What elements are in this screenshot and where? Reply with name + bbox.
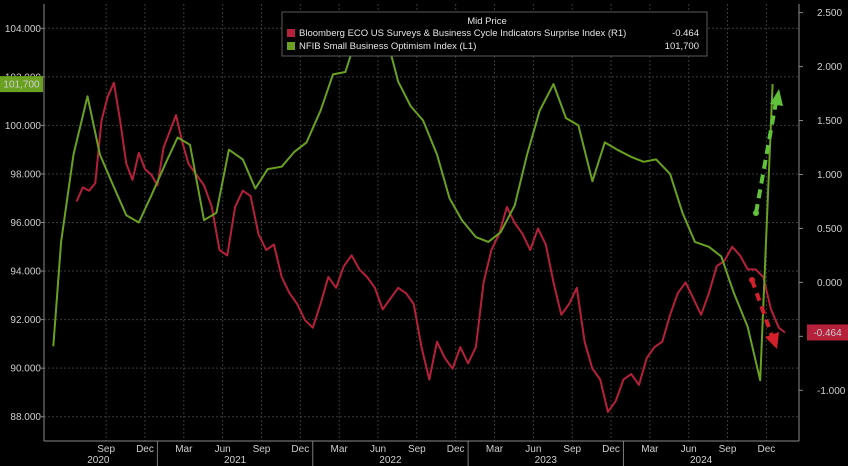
- x-tick-label-month: Jun: [370, 444, 386, 455]
- right-tick-label: 0.000: [817, 278, 842, 289]
- x-tick-label-month: Dec: [602, 444, 620, 455]
- left-tick-label: 92.000: [10, 315, 41, 326]
- left-tick-label: 104.000: [5, 24, 42, 35]
- left-tick-label: 88.000: [10, 412, 41, 423]
- left-tick-label: 90.000: [10, 364, 41, 375]
- right-tick-label: 1.500: [817, 116, 842, 127]
- legend-box: [281, 11, 708, 57]
- x-tick-label-month: Mar: [331, 444, 349, 455]
- x-tick-label-year: 2021: [224, 455, 247, 466]
- left-tick-label: 96.000: [10, 218, 41, 229]
- x-tick-label-month: Sep: [97, 444, 115, 455]
- nfib-last-value-badge: [0, 76, 43, 93]
- surprise-last-value-label: -0.464: [813, 328, 842, 339]
- right-tick-label: 2.500: [817, 8, 842, 19]
- x-tick-label-month: Sep: [719, 444, 737, 455]
- legend-entry-label: NFIB Small Business Optimism Index (L1): [299, 41, 476, 52]
- down-arrow-shaft: [750, 279, 774, 337]
- surprise-last-value-badge: [807, 324, 848, 341]
- down-arrow-tail: [749, 277, 755, 283]
- left-tick-label: 94.000: [10, 267, 41, 278]
- x-tick-label-year: 2023: [535, 455, 558, 466]
- series-line-surprise-index: [75, 81, 786, 413]
- x-tick-label-month: Jun: [681, 444, 697, 455]
- nfib-last-value-label: 101,700: [3, 80, 40, 91]
- legend-swatch: [287, 29, 295, 37]
- x-tick-label-month: Dec: [136, 444, 154, 455]
- right-tick-label: 2.000: [817, 62, 842, 73]
- x-tick-label-month: Mar: [175, 444, 193, 455]
- x-tick-label-month: Jun: [525, 444, 541, 455]
- x-tick-label-month: Mar: [641, 444, 659, 455]
- x-tick-label-month: Dec: [291, 444, 309, 455]
- legend-entry-value: 101,700: [665, 41, 699, 52]
- x-tick-label-year: 2020: [87, 455, 110, 466]
- x-tick-label-year: 2022: [379, 455, 402, 466]
- left-tick-label: 100.000: [5, 121, 42, 132]
- up-arrow-head: [770, 89, 783, 106]
- up-arrow-shaft: [754, 101, 778, 214]
- right-tick-label: -1.000: [817, 386, 846, 397]
- x-tick-label-month: Dec: [757, 444, 775, 455]
- down-arrow-head: [765, 332, 779, 349]
- x-tick-label-month: Sep: [253, 444, 271, 455]
- x-tick-label-month: Dec: [447, 444, 465, 455]
- legend-entry-value: -0.464: [672, 28, 699, 39]
- legend-entry-label: Bloomberg ECO US Surveys & Business Cycl…: [299, 28, 626, 39]
- x-tick-label-year: 2024: [690, 455, 713, 466]
- legend-swatch: [287, 42, 295, 50]
- up-arrow-tail: [753, 210, 759, 216]
- x-tick-label-month: Sep: [563, 444, 581, 455]
- legend-title: Mid Price: [467, 16, 507, 27]
- x-tick-label-month: Jun: [215, 444, 231, 455]
- x-tick-label-month: Mar: [486, 444, 504, 455]
- right-tick-label: 0.500: [817, 224, 842, 235]
- series-line-nfib-optimism: [52, 27, 774, 382]
- x-tick-label-month: Sep: [408, 444, 426, 455]
- right-tick-label: 1.000: [817, 170, 842, 181]
- left-tick-label: 98.000: [10, 169, 41, 180]
